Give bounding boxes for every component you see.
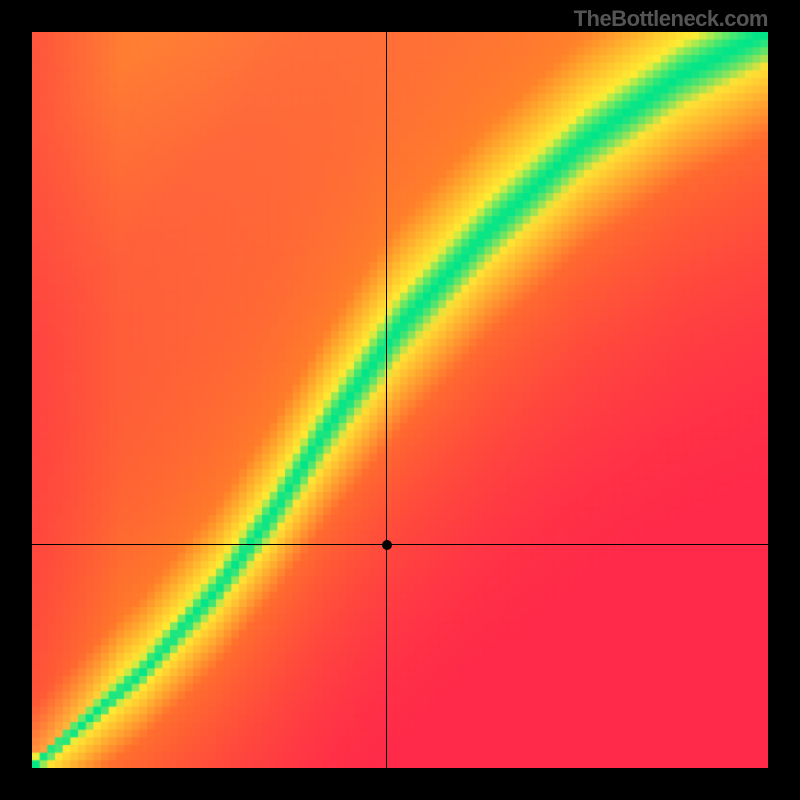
crosshair-marker: [379, 537, 395, 553]
watermark-text: TheBottleneck.com: [574, 6, 768, 32]
chart-container: { "watermark": { "text": "TheBottleneck.…: [0, 0, 800, 800]
crosshair-vertical: [386, 32, 387, 768]
bottleneck-heatmap-canvas: [32, 32, 768, 768]
crosshair-horizontal: [32, 544, 768, 545]
